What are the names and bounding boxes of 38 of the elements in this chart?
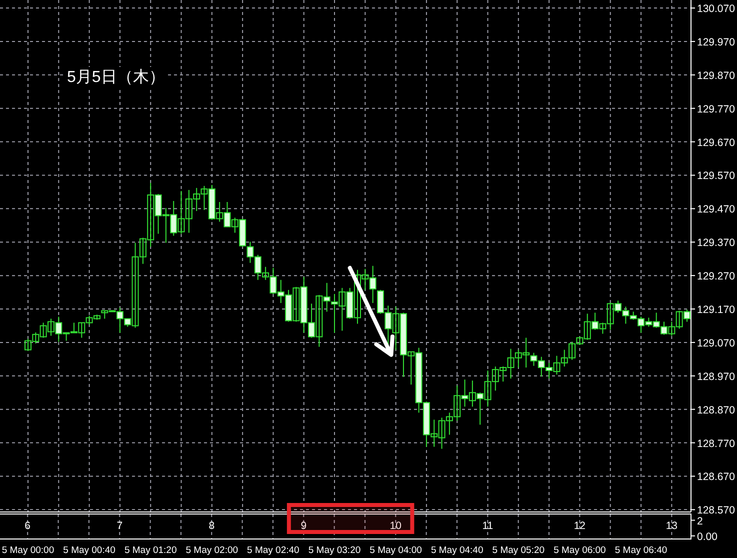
y-tick-label: 129.970 xyxy=(697,36,736,48)
x-tick-label: 13 xyxy=(666,520,678,532)
y-tick-label: 129.670 xyxy=(697,136,736,149)
y-tick-label: 129.770 xyxy=(697,103,736,116)
y-tick-label: 128.670 xyxy=(697,471,736,484)
y-tick-label: 128.770 xyxy=(697,438,736,450)
y-tick-label: 128.570 xyxy=(697,504,736,517)
x-tick-label: 5 May 02:00 xyxy=(186,545,238,556)
x-tick-label: 5 May 03:20 xyxy=(308,545,361,556)
x-tick-label: 5 May 00:40 xyxy=(63,545,116,556)
x-tick-label: 7 xyxy=(116,520,123,532)
annotation: 5月5日（木） xyxy=(67,68,165,86)
x-tick-label: 8 xyxy=(208,520,215,532)
y-tick-label: 128.970 xyxy=(697,370,736,383)
y-tick-label: 129.170 xyxy=(697,304,736,316)
x-tick-label: 9 xyxy=(300,520,307,532)
x-tick-label: 12 xyxy=(574,520,586,532)
y-tick-label: 129.870 xyxy=(697,70,736,82)
x-tick-label: 5 May 01:20 xyxy=(124,545,177,556)
y-tick-label: 129.070 xyxy=(697,337,736,350)
x-tick-label: 11 xyxy=(482,520,494,532)
y-tick-label: 0.00 xyxy=(697,530,718,543)
x-tick-label: 5 May 04:40 xyxy=(430,545,484,556)
x-tick-label: 10 xyxy=(390,520,402,532)
y-tick-label: 129.270 xyxy=(697,270,736,283)
x-tick-label: 5 May 06:40 xyxy=(614,545,668,556)
y-tick-label: 2 xyxy=(697,515,703,528)
x-tick-label: 5 May 05:20 xyxy=(492,545,545,556)
y-tick-label: 129.370 xyxy=(697,237,736,250)
y-tick-label: 128.870 xyxy=(697,404,736,416)
x-tick-label: 5 May 06:00 xyxy=(554,545,606,556)
y-tick-label: 129.570 xyxy=(697,170,736,182)
x-tick-label: 6 xyxy=(24,520,31,532)
x-tick-label: 5 May 00:00 xyxy=(2,545,54,556)
y-tick-label: 129.470 xyxy=(697,204,736,216)
x-tick-label: 5 May 04:00 xyxy=(370,545,422,556)
x-tick-label: 5 May 02:40 xyxy=(247,545,300,556)
y-tick-label: 130.070 xyxy=(697,3,736,16)
